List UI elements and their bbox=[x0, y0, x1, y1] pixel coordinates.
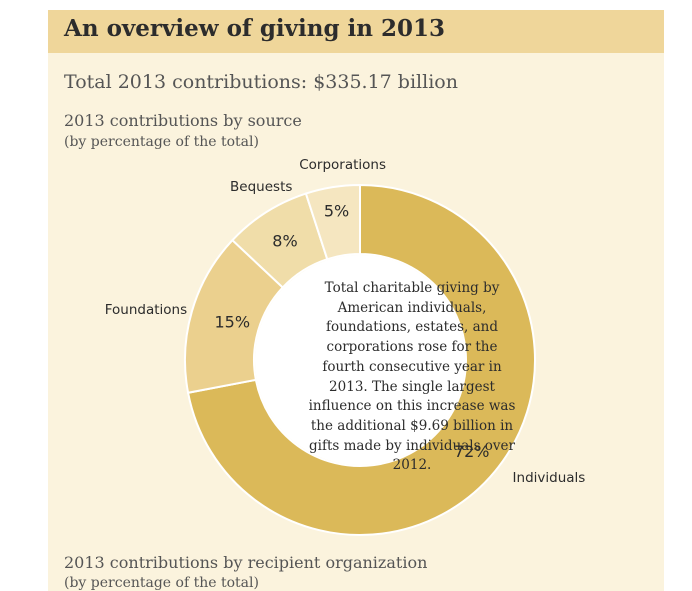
category-label-individuals: Individuals bbox=[513, 470, 586, 486]
donut-chart: 72% 15% 8% 5% Individuals Foundations Bequests… bbox=[105, 157, 586, 536]
title-bar: An overview of giving in 2013 bbox=[48, 10, 664, 53]
recipient-section-title: 2013 contributions by recipient organiza… bbox=[64, 553, 428, 572]
infographic-panel: An overview of giving in 2013 Total 2013… bbox=[48, 10, 664, 591]
value-label-bequests: 8% bbox=[272, 231, 297, 250]
value-label-corporations: 5% bbox=[324, 201, 349, 220]
source-section-subtitle: (by percentage of the total) bbox=[64, 134, 259, 150]
value-label-individuals: 72% bbox=[454, 442, 490, 461]
category-label-corporations: Corporations bbox=[299, 157, 386, 173]
source-section-title: 2013 contributions by source bbox=[64, 111, 302, 130]
value-label-foundations: 15% bbox=[214, 312, 250, 331]
page-title: An overview of giving in 2013 bbox=[64, 15, 446, 42]
category-label-foundations: Foundations bbox=[105, 302, 187, 318]
center-note: Total charitable giving by American indi… bbox=[308, 280, 516, 474]
donut-hole bbox=[255, 255, 465, 465]
slice-corporations bbox=[304, 183, 361, 261]
total-contributions: Total 2013 contributions: $335.17 billio… bbox=[64, 71, 458, 93]
category-label-bequests: Bequests bbox=[230, 179, 292, 195]
recipient-section-subtitle: (by percentage of the total) bbox=[64, 575, 259, 591]
slice-individuals bbox=[186, 183, 536, 536]
